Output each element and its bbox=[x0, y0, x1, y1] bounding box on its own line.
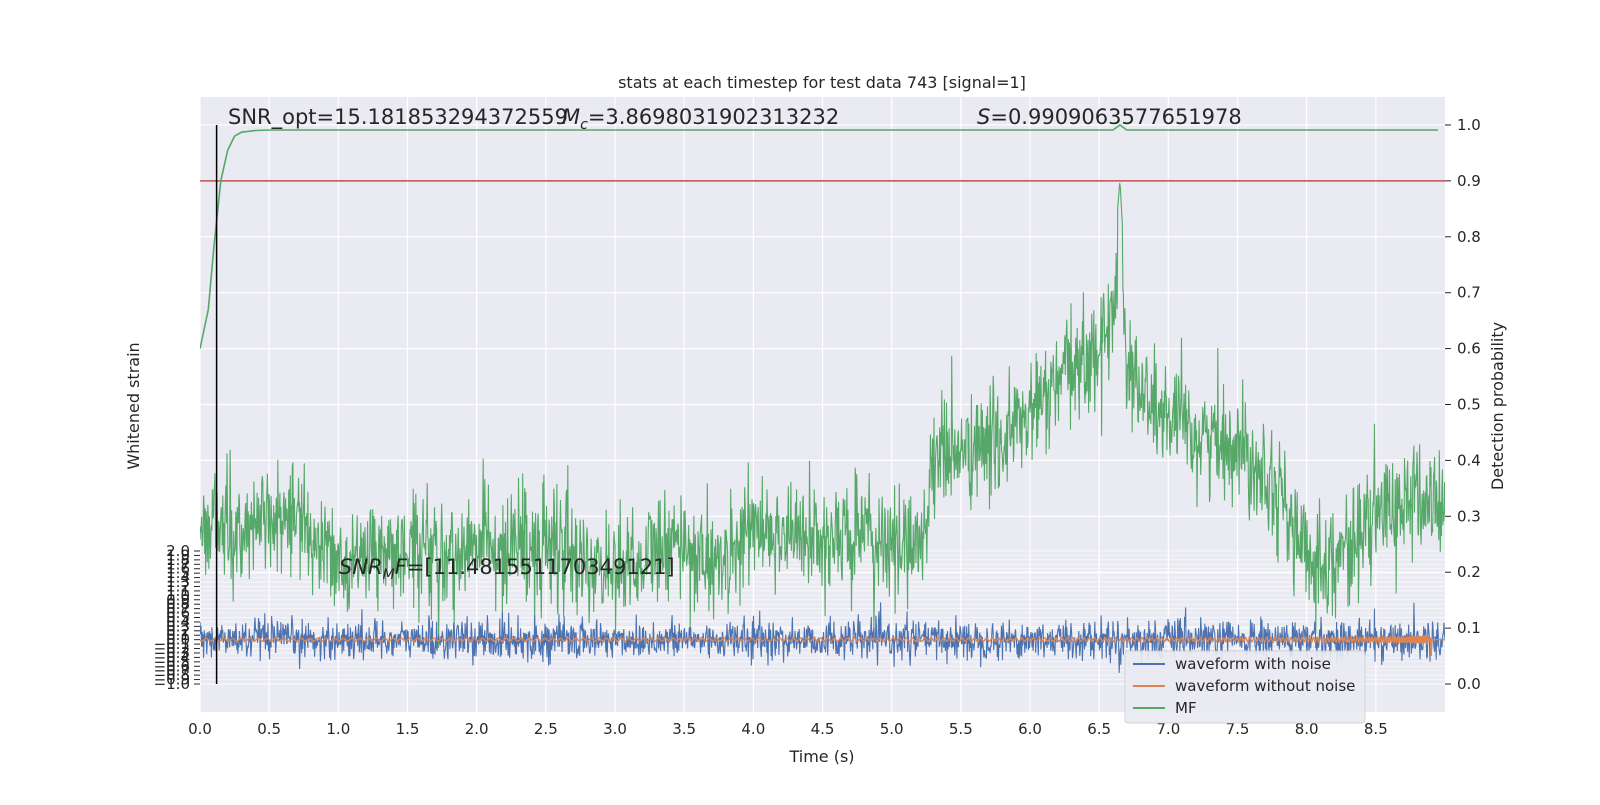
left-tick-label: 1.7 bbox=[166, 555, 190, 573]
left-tick-label: −0.7 bbox=[154, 662, 190, 680]
right-tick-label: 0.7 bbox=[1457, 284, 1481, 302]
x-tick-label: 8.0 bbox=[1295, 720, 1319, 738]
svg-text:S=0.9909063577651978: S=0.9909063577651978 bbox=[977, 105, 1242, 129]
left-tick-label: −0.9 bbox=[154, 671, 190, 689]
chart-title: stats at each timestep for test data 743… bbox=[618, 73, 1026, 92]
legend-label: MF bbox=[1175, 699, 1197, 717]
left-tick-label: 1.3 bbox=[166, 573, 190, 591]
mc-annotation: Mc=3.8698031902313232 bbox=[562, 105, 839, 133]
left-tick-label: 1.6 bbox=[166, 560, 190, 578]
right-tick-label: 0.0 bbox=[1457, 675, 1481, 693]
waveform-without-noise-line bbox=[200, 633, 1445, 656]
left-tick-label: −0.8 bbox=[154, 666, 190, 684]
left-tick-label: 1.1 bbox=[166, 582, 190, 600]
waveform-with-noise-line bbox=[200, 602, 1445, 673]
s-annotation: S=0.9909063577651978 bbox=[977, 105, 1242, 129]
x-tick-label: 3.0 bbox=[603, 720, 627, 738]
x-tick-label: 8.5 bbox=[1364, 720, 1388, 738]
svg-text:SNRMF=[11.481551170349121]: SNRMF=[11.481551170349121] bbox=[339, 555, 675, 583]
probability-line bbox=[200, 124, 1439, 349]
right-tick-label: 0.3 bbox=[1457, 507, 1481, 525]
x-axis-label: Time (s) bbox=[788, 747, 854, 766]
x-tick-label: 4.5 bbox=[811, 720, 835, 738]
left-tick-label: −0.4 bbox=[154, 648, 190, 666]
left-tick-label: 1.4 bbox=[166, 569, 190, 587]
right-tick-label: 0.9 bbox=[1457, 172, 1481, 190]
left-tick-label: 0.9 bbox=[166, 591, 190, 609]
y-axis-right-label: Detection probability bbox=[1488, 322, 1507, 490]
left-tick-label: 0.3 bbox=[166, 617, 190, 635]
x-tick-label: 2.0 bbox=[465, 720, 489, 738]
y-axis-left-label: Whitened strain bbox=[124, 342, 143, 469]
series-layer bbox=[200, 124, 1445, 685]
left-tick-labels: 2.01.91.81.71.61.51.41.31.21.11.00.90.80… bbox=[154, 542, 200, 693]
mf-series-line bbox=[200, 182, 1445, 648]
left-tick-label: −0.1 bbox=[154, 635, 190, 653]
x-tick-label: 4.0 bbox=[741, 720, 765, 738]
left-tick-label: 0.8 bbox=[166, 595, 190, 613]
right-tick-label: 1.0 bbox=[1457, 116, 1481, 134]
left-tick-label: −0.5 bbox=[154, 653, 190, 671]
left-tick-label: 1.2 bbox=[166, 577, 190, 595]
x-tick-label: 3.5 bbox=[672, 720, 696, 738]
legend-label: waveform without noise bbox=[1175, 677, 1355, 695]
left-tick-label: 0.0 bbox=[166, 631, 190, 649]
right-tick-label: 0.2 bbox=[1457, 563, 1481, 581]
legend: waveform with noise waveform without nois… bbox=[1124, 650, 1366, 724]
right-tick-labels: 0.0 0.1 0.2 0.3 0.4 0.5 0.6 0.7 0.8 0.9 1.0 bbox=[1445, 116, 1481, 693]
svg-text:Mc=3.8698031902313232: Mc=3.8698031902313232 bbox=[562, 105, 839, 133]
x-tick-label: 7.5 bbox=[1226, 720, 1250, 738]
left-tick-label: 0.5 bbox=[166, 609, 190, 627]
right-tick-label: 0.8 bbox=[1457, 228, 1481, 246]
right-tick-label: 0.5 bbox=[1457, 396, 1481, 414]
left-tick-label: −1.0 bbox=[154, 675, 190, 693]
x-tick-label: 1.5 bbox=[396, 720, 420, 738]
x-tick-label: 6.5 bbox=[1087, 720, 1111, 738]
x-tick-labels: 0.0 0.5 1.0 1.5 2.0 2.5 3.0 3.5 4.0 4.5 5.0 5.5 6.0 6… bbox=[188, 720, 1388, 738]
left-tick-label: 1.0 bbox=[166, 586, 190, 604]
x-tick-label: 2.5 bbox=[534, 720, 558, 738]
left-tick-label: −0.2 bbox=[154, 640, 190, 658]
legend-label: waveform with noise bbox=[1175, 655, 1331, 673]
left-tick-label: 0.7 bbox=[166, 600, 190, 618]
x-tick-label: 5.0 bbox=[880, 720, 904, 738]
x-tick-label: 0.0 bbox=[188, 720, 212, 738]
left-tick-label: 0.4 bbox=[166, 613, 190, 631]
left-tick-label: 0.6 bbox=[166, 604, 190, 622]
snr-opt-annotation: SNR_opt=15.181853294372559 bbox=[228, 105, 568, 130]
left-tick-label: −0.3 bbox=[154, 644, 190, 662]
left-tick-label: −0.6 bbox=[154, 657, 190, 675]
left-tick-label: 1.5 bbox=[166, 564, 190, 582]
legend-box bbox=[1124, 650, 1366, 724]
right-tick-label: 0.1 bbox=[1457, 619, 1481, 637]
left-tick-label: 1.9 bbox=[166, 546, 190, 564]
left-tick-label: 2.0 bbox=[166, 542, 190, 560]
x-tick-label: 0.5 bbox=[257, 720, 281, 738]
x-tick-label: 6.0 bbox=[1018, 720, 1042, 738]
x-tick-label: 1.0 bbox=[326, 720, 350, 738]
left-tick-label: 0.2 bbox=[166, 622, 190, 640]
snr-mf-annotation: SNRMF=[11.481551170349121] bbox=[339, 555, 675, 583]
x-tick-label: 7.0 bbox=[1156, 720, 1180, 738]
x-tick-label: 5.5 bbox=[949, 720, 973, 738]
left-tick-label: 0.1 bbox=[166, 626, 190, 644]
right-tick-label: 0.6 bbox=[1457, 340, 1481, 358]
left-grid bbox=[200, 550, 1445, 685]
left-tick-label: 1.8 bbox=[166, 551, 190, 569]
right-tick-label: 0.4 bbox=[1457, 451, 1481, 469]
